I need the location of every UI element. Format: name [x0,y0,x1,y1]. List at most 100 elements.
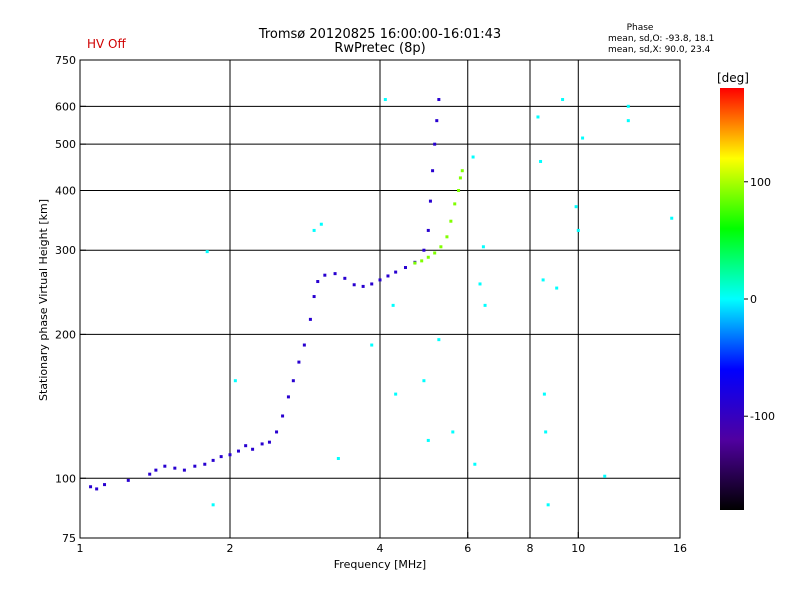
data-point [626,119,630,123]
data-point [333,272,337,276]
data-point [481,245,485,249]
data-point [302,343,306,347]
data-point [445,235,449,239]
data-point [275,430,279,434]
data-point [211,458,215,462]
x-tick-label: 1 [77,542,84,555]
data-point [236,449,240,453]
chart-title: Tromsø 20120825 16:00:00-16:01:43 [258,27,502,42]
data-point [211,503,215,507]
data-point [386,274,390,278]
y-tick-label: 75 [62,532,76,545]
colorbar-tick-label: 0 [750,293,757,306]
data-point [561,98,565,102]
data-point [219,455,223,459]
data-point [343,276,347,280]
data-point [378,278,382,282]
data-point [394,270,398,274]
phase-o-stats: mean, sd,O: -93.8, 18.1 [608,34,715,44]
data-point [437,98,441,102]
y-tick-label: 600 [55,100,76,113]
x-tick-label: 16 [673,542,687,555]
data-point [89,485,93,489]
data-point [457,188,461,192]
x-tick-label: 4 [377,542,384,555]
data-point [431,169,435,173]
chart-subtitle: RwPretec (8p) [334,41,426,56]
data-point [458,176,462,180]
data-point [433,251,437,255]
data-point [233,379,237,383]
data-point [182,468,186,472]
colorbar-tick-label: 100 [750,176,771,189]
data-point [449,219,453,223]
data-point [308,317,312,321]
data-point [336,456,340,460]
data-point [205,250,209,254]
data-point [542,392,546,396]
data-point [422,248,426,252]
colorbar-label: [deg] [717,71,749,85]
x-tick-label: 6 [464,542,471,555]
data-point [426,228,430,232]
data-point [453,202,457,206]
y-tick-label: 300 [55,244,76,257]
data-point [428,199,432,203]
y-axis-label: Stationary phase Virtual Height [km] [37,199,50,401]
y-tick-label: 200 [55,328,76,341]
data-point [203,462,207,466]
data-point [103,483,107,487]
data-point [260,442,264,446]
data-point [413,261,417,265]
data-point [312,228,316,232]
y-tick-label: 500 [55,138,76,151]
data-point [316,280,320,284]
y-tick-label: 400 [55,184,76,197]
data-point [603,474,607,478]
data-point [544,430,548,434]
data-point [319,222,323,226]
data-point [422,379,426,383]
data-point [483,303,487,307]
data-point [370,343,374,347]
hv-status: HV Off [87,37,126,51]
data-point [478,282,482,286]
x-tick-label: 10 [571,542,585,555]
data-point [433,142,437,146]
data-point [576,228,580,232]
data-point [546,503,550,507]
data-point [394,392,398,396]
data-point [460,169,464,173]
data-point [541,278,545,282]
data-point [291,379,295,383]
data-point [148,472,152,476]
x-tick-label: 2 [227,542,234,555]
grid-lines [80,60,680,538]
data-point [323,273,327,277]
data-point [251,447,255,451]
data-point [670,216,674,220]
data-point [420,259,424,263]
data-point [193,464,197,468]
data-point [286,395,290,399]
data-point [228,453,232,457]
data-point [361,284,365,288]
phase-x-stats: mean, sd,X: 90.0, 23.4 [608,45,711,55]
data-point [281,414,285,418]
axis-ticks: 1 2 4 6 8 10 16 75 100 200 300 400 500 600 750 [55,54,687,555]
data-point [403,266,407,270]
data-point [297,360,301,364]
data-point [95,487,99,491]
colorbar: [deg] 100 0 -100 [717,71,775,510]
data-point [163,464,167,468]
data-point [426,438,430,442]
x-tick-label: 8 [527,542,534,555]
phase-title: Phase [626,23,654,33]
data-point [581,136,585,140]
y-tick-label: 750 [55,54,76,67]
data-point [173,466,177,470]
data-point [244,444,248,448]
colorbar-tick-label: -100 [750,410,775,423]
data-point [154,468,158,472]
